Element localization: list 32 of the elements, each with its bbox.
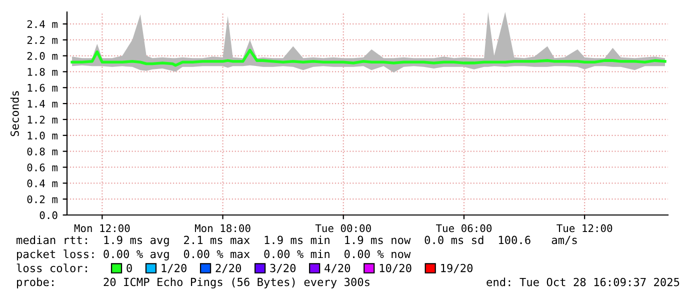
x-tick-label: Tue 00:00 — [315, 224, 371, 232]
y-tick-label: 2.4 m — [27, 20, 58, 28]
legend-label: 4/20 — [324, 264, 350, 274]
y-tick-label: 1.6 m — [28, 84, 58, 92]
x-tick-label: Tue 12:00 — [556, 224, 612, 232]
y-tick-label: 2.2 m — [27, 36, 58, 44]
y-tick-label: 0.4 m — [27, 179, 58, 188]
y-tick-label: 1.8 m — [28, 68, 58, 76]
text: packet loss: 0.00 % avg 0.00 % max 0.00 % min 0.00 % now — [17, 250, 411, 260]
legend-title: loss color: — [16, 264, 87, 272]
y-axis-title: Seconds — [10, 91, 19, 136]
legend-label: 1/20 — [162, 264, 186, 274]
text: median rtt: 1.9 ms avg 2.1 ms max 1.9 ms min 1.9 ms now 0.0 ms sd 100.6 am/s — [16, 236, 577, 246]
x-tick-label: Mon 18:00 — [194, 224, 250, 232]
x-tick-label: Tue 06:00 — [436, 224, 492, 232]
x-tick-label: Mon 12:00 — [74, 224, 130, 232]
legend-label: 19/20 — [441, 264, 473, 274]
y-tick-label: 1.2 m — [28, 116, 58, 124]
text: end: Tue Oct 28 16:09:37 2025 — [486, 278, 680, 286]
legend-label: 0 — [126, 264, 132, 272]
line-series — [70, 48, 666, 67]
legend-label: 2/20 — [216, 264, 242, 274]
y-tick-label: 0.8 m — [27, 148, 58, 156]
legend-label: 3/20 — [270, 264, 296, 274]
legend-label: 10/20 — [380, 264, 412, 274]
y-tick-label: 1.0 m — [28, 132, 58, 140]
y-tick-label: 1.4 m — [28, 100, 58, 108]
y-tick-label: 2.0 m — [27, 52, 58, 60]
y-tick-label: 0.2 m — [27, 195, 58, 204]
text: probe: 20 ICMP Echo Pings (56 Bytes) every 300s — [17, 278, 370, 288]
y-tick-label: 0.6 m — [27, 163, 58, 172]
y-tick-label: 0.0 — [40, 211, 58, 220]
